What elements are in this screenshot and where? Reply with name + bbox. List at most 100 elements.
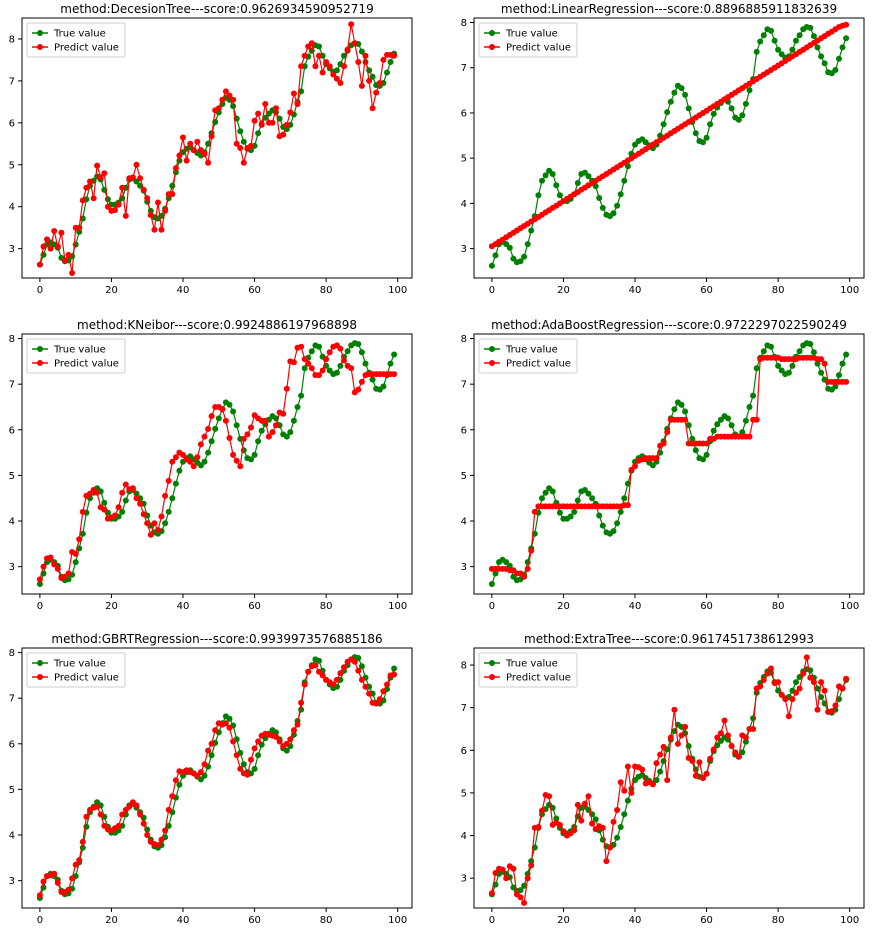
data-point-true-value [785, 369, 792, 376]
data-point-true-value [692, 130, 699, 137]
data-point-true-value [240, 138, 247, 145]
data-point-predict-value [194, 454, 201, 461]
data-point-predict-value [599, 824, 606, 831]
data-point-predict-value [169, 458, 176, 465]
data-point-predict-value [287, 109, 294, 116]
data-point-predict-value [664, 429, 671, 436]
data-point-true-value [649, 462, 656, 469]
axes-frame [473, 333, 865, 595]
data-point-true-value [251, 451, 258, 458]
data-point-predict-value [208, 133, 215, 140]
data-point-true-value [539, 495, 545, 502]
legend-predict-value-swatch-marker [37, 360, 43, 366]
data-point-predict-value [251, 117, 258, 124]
data-point-true-value [571, 508, 578, 515]
data-point-predict-value [51, 561, 58, 568]
data-point-predict-value [72, 550, 79, 557]
legend: True value Predict value [478, 338, 578, 374]
chart-title: method:DecesionTree---score:0.9626934590… [60, 2, 373, 16]
y-tick-label: 3 [9, 562, 15, 573]
data-point-predict-value [746, 433, 753, 440]
data-point-predict-value [47, 245, 54, 252]
data-point-predict-value [521, 899, 528, 906]
data-point-predict-value [610, 818, 617, 825]
data-point-true-value [549, 171, 556, 177]
data-point-predict-value [248, 424, 254, 431]
data-point-predict-value [283, 740, 290, 747]
data-point-predict-value [517, 894, 524, 901]
data-point-predict-value [226, 724, 233, 731]
data-point-predict-value [753, 416, 760, 423]
data-point-true-value [678, 401, 685, 408]
data-point-predict-value [369, 105, 376, 112]
y-tick-label: 3 [461, 562, 467, 573]
x-tick-label: 20 [557, 915, 570, 926]
data-point-predict-value [312, 63, 319, 70]
data-point-predict-value [158, 226, 165, 233]
data-point-predict-value [122, 481, 129, 488]
data-point-predict-value [212, 727, 219, 734]
data-point-true-value [248, 456, 254, 463]
data-point-predict-value [503, 875, 510, 882]
data-point-true-value [298, 88, 305, 95]
data-point-predict-value [140, 511, 147, 518]
data-point-predict-value [230, 96, 237, 103]
legend-box [478, 652, 578, 688]
data-point-predict-value [330, 71, 337, 78]
x-tick-label: 100 [840, 601, 859, 612]
data-point-predict-value [717, 730, 724, 737]
data-point-true-value [172, 480, 179, 487]
data-point-predict-value [158, 513, 165, 520]
data-point-true-value [596, 512, 603, 519]
data-point-predict-value [183, 157, 190, 164]
data-point-predict-value [280, 410, 287, 417]
data-point-predict-value [510, 865, 517, 872]
y-tick-label: 7 [461, 63, 467, 74]
series-true-value [36, 40, 398, 268]
data-point-predict-value [240, 159, 247, 166]
data-point-true-value [205, 140, 212, 147]
data-point-true-value [610, 528, 617, 535]
y-tick-label: 4 [9, 202, 15, 213]
legend-true-value-label: True value [53, 345, 106, 356]
data-point-predict-value [144, 832, 151, 838]
data-point-true-value [79, 215, 86, 222]
data-point-predict-value [129, 174, 136, 181]
data-point-predict-value [535, 824, 542, 830]
data-point-true-value [621, 811, 628, 818]
data-point-predict-value [44, 236, 50, 243]
data-point-true-value [212, 425, 219, 432]
series-predict-value [488, 654, 850, 906]
legend-true-value-label: True value [53, 29, 106, 40]
data-point-predict-value [696, 759, 703, 766]
data-point-true-value [700, 139, 706, 146]
data-point-true-value [814, 360, 821, 367]
data-point-predict-value [169, 191, 176, 198]
data-point-true-value [771, 37, 778, 44]
data-point-predict-value [384, 681, 390, 688]
x-tick-label: 40 [629, 285, 642, 296]
data-point-predict-value [76, 536, 83, 543]
data-point-predict-value [585, 793, 592, 800]
data-point-true-value [739, 749, 746, 756]
data-point-predict-value [280, 131, 287, 138]
data-point-true-value [337, 362, 344, 369]
data-point-predict-value [133, 802, 140, 809]
data-point-predict-value [521, 573, 528, 580]
data-point-predict-value [269, 119, 276, 126]
data-point-true-value [807, 24, 814, 31]
data-point-true-value [832, 67, 839, 73]
data-point-true-value [524, 241, 531, 248]
data-point-predict-value [323, 356, 330, 363]
data-point-predict-value [119, 184, 126, 191]
data-point-true-value [169, 495, 176, 502]
data-point-predict-value [330, 681, 337, 688]
data-point-predict-value [803, 654, 810, 661]
data-point-predict-value [319, 69, 326, 76]
x-tick-label: 20 [105, 601, 118, 612]
data-point-true-value [775, 46, 782, 53]
x-tick-label: 60 [700, 285, 713, 296]
legend: True value Predict value [478, 22, 578, 58]
data-point-predict-value [233, 457, 240, 464]
data-point-predict-value [492, 870, 499, 876]
